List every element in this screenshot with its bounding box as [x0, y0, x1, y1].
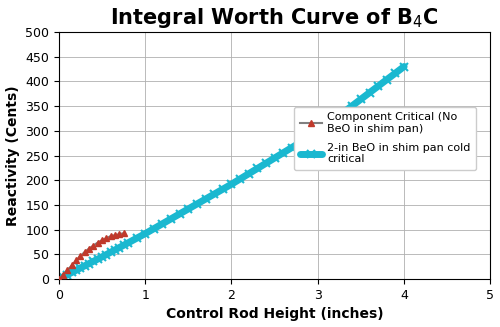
2-in BeO in shim pan cold
critical [112, 248, 118, 252]
2-in BeO in shim pan cold
critical [211, 192, 217, 196]
2-in BeO in shim pan cold
critical [82, 264, 87, 268]
2-in BeO in shim pan cold
critical [401, 64, 407, 68]
2-in BeO in shim pan cold
critical [202, 197, 208, 201]
2-in BeO in shim pan cold
critical [168, 217, 174, 221]
2-in BeO in shim pan cold
critical [340, 110, 346, 114]
2-in BeO in shim pan cold
critical [86, 262, 92, 266]
Component Critical (No
BeO in shim pan) [104, 236, 110, 240]
2-in BeO in shim pan cold
critical [246, 172, 252, 176]
Y-axis label: Reactivity (Cents): Reactivity (Cents) [6, 85, 20, 226]
2-in BeO in shim pan cold
critical [237, 177, 243, 181]
2-in BeO in shim pan cold
critical [125, 241, 131, 245]
Title: Integral Worth Curve of B$_4$C: Integral Worth Curve of B$_4$C [110, 6, 439, 29]
2-in BeO in shim pan cold
critical [160, 222, 166, 226]
2-in BeO in shim pan cold
critical [228, 182, 234, 186]
2-in BeO in shim pan cold
critical [392, 71, 398, 75]
2-in BeO in shim pan cold
critical [280, 151, 286, 155]
Component Critical (No
BeO in shim pan) [112, 233, 118, 237]
Component Critical (No
BeO in shim pan) [120, 231, 126, 235]
2-in BeO in shim pan cold
critical [350, 104, 356, 108]
2-in BeO in shim pan cold
critical [306, 135, 312, 139]
Component Critical (No
BeO in shim pan) [56, 277, 62, 281]
Component Critical (No
BeO in shim pan) [64, 268, 70, 272]
Line: Component Critical (No
BeO in shim pan): Component Critical (No BeO in shim pan) [56, 230, 127, 283]
2-in BeO in shim pan cold
critical [289, 146, 295, 149]
Component Critical (No
BeO in shim pan) [108, 234, 114, 238]
Legend: Component Critical (No
BeO in shim pan), 2-in BeO in shim pan cold
critical: Component Critical (No BeO in shim pan),… [294, 107, 476, 170]
Component Critical (No
BeO in shim pan) [69, 263, 75, 267]
Component Critical (No
BeO in shim pan) [90, 244, 96, 248]
2-in BeO in shim pan cold
critical [220, 187, 226, 191]
2-in BeO in shim pan cold
critical [298, 140, 304, 144]
Component Critical (No
BeO in shim pan) [82, 250, 87, 254]
Component Critical (No
BeO in shim pan) [73, 258, 79, 262]
2-in BeO in shim pan cold
critical [358, 97, 364, 101]
2-in BeO in shim pan cold
critical [366, 91, 372, 95]
2-in BeO in shim pan cold
critical [69, 270, 75, 274]
2-in BeO in shim pan cold
critical [116, 246, 122, 250]
2-in BeO in shim pan cold
critical [78, 266, 84, 270]
2-in BeO in shim pan cold
critical [142, 232, 148, 236]
X-axis label: Control Rod Height (inches): Control Rod Height (inches) [166, 307, 384, 321]
2-in BeO in shim pan cold
critical [324, 123, 330, 127]
2-in BeO in shim pan cold
critical [60, 275, 66, 279]
2-in BeO in shim pan cold
critical [64, 273, 70, 277]
2-in BeO in shim pan cold
critical [99, 255, 105, 259]
2-in BeO in shim pan cold
critical [120, 243, 126, 247]
2-in BeO in shim pan cold
critical [375, 84, 381, 88]
2-in BeO in shim pan cold
critical [94, 257, 100, 261]
Component Critical (No
BeO in shim pan) [116, 232, 122, 236]
Line: 2-in BeO in shim pan cold
critical: 2-in BeO in shim pan cold critical [54, 62, 408, 283]
2-in BeO in shim pan cold
critical [151, 227, 157, 231]
Component Critical (No
BeO in shim pan) [86, 247, 92, 250]
2-in BeO in shim pan cold
critical [194, 202, 200, 206]
2-in BeO in shim pan cold
critical [176, 212, 182, 216]
2-in BeO in shim pan cold
critical [186, 207, 192, 211]
2-in BeO in shim pan cold
critical [73, 268, 79, 272]
Component Critical (No
BeO in shim pan) [78, 254, 84, 258]
2-in BeO in shim pan cold
critical [104, 253, 110, 257]
2-in BeO in shim pan cold
critical [332, 117, 338, 121]
Component Critical (No
BeO in shim pan) [94, 241, 100, 245]
2-in BeO in shim pan cold
critical [134, 236, 140, 240]
2-in BeO in shim pan cold
critical [315, 130, 321, 134]
2-in BeO in shim pan cold
critical [254, 166, 260, 170]
2-in BeO in shim pan cold
critical [272, 156, 278, 160]
Component Critical (No
BeO in shim pan) [60, 273, 66, 277]
2-in BeO in shim pan cold
critical [263, 161, 269, 165]
Component Critical (No
BeO in shim pan) [99, 238, 105, 242]
2-in BeO in shim pan cold
critical [56, 277, 62, 281]
2-in BeO in shim pan cold
critical [384, 77, 390, 81]
2-in BeO in shim pan cold
critical [90, 259, 96, 263]
2-in BeO in shim pan cold
critical [108, 250, 114, 254]
